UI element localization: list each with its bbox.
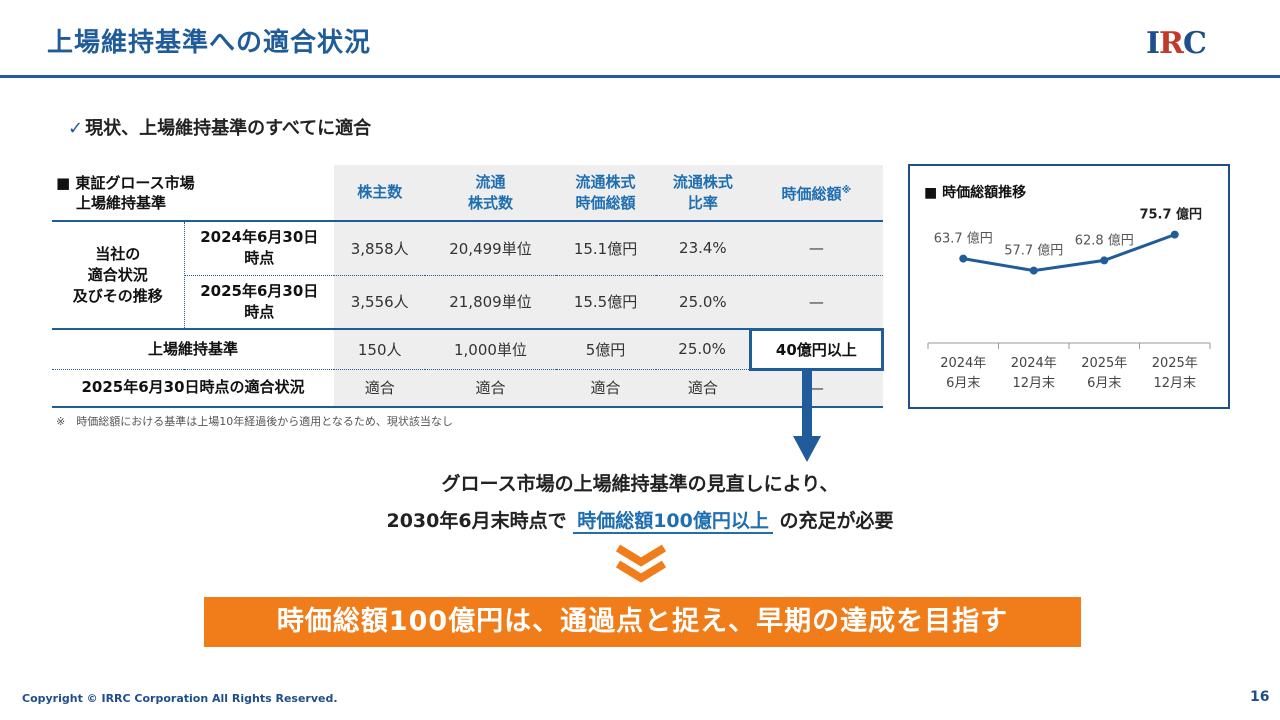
chart-title: ■ 時価総額推移 bbox=[924, 185, 1027, 201]
category-label: 2025年 bbox=[1152, 356, 1198, 371]
table-header-row: ■ 東証グロース市場 上場維持基準 株主数 流通 株式数 流通株式 時価総額 流通株… bbox=[52, 165, 883, 221]
row-label-compliance: 2025年6月30日時点の適合状況 bbox=[52, 368, 334, 408]
table-row-criteria: 上場維持基準 150人 1,000単位 5億円 25.0% 40億円以上 bbox=[52, 327, 885, 371]
category-label: 6月末 bbox=[946, 376, 980, 391]
table-row: 2025年6月30日 時点 3,556人 21,809単位 15.5億円 25.0… bbox=[52, 274, 883, 329]
table-footnote: ※ 時価総額における基準は上場10年経過後から適用となるため、現状該当なし bbox=[56, 415, 453, 428]
col-header-tradable-market-cap: 流通株式 時価総額 bbox=[555, 165, 656, 221]
cell-value: — bbox=[750, 368, 883, 408]
logo-letter-c: C bbox=[1182, 26, 1207, 61]
copyright: Copyright © IRRC Corporation All Rights … bbox=[22, 692, 338, 705]
cell-value: 15.1億円 bbox=[555, 220, 656, 275]
cell-value: 21,809単位 bbox=[425, 274, 556, 329]
cell-value: — bbox=[750, 220, 883, 275]
title-divider bbox=[0, 75, 1280, 78]
category-label: 2024年 bbox=[940, 356, 986, 371]
page-title: 上場維持基準への適合状況 bbox=[47, 28, 372, 58]
group-label: 当社の 適合状況 及びその推移 bbox=[52, 220, 185, 329]
cell-value: 適合 bbox=[655, 368, 751, 408]
cell-value: 150人 bbox=[334, 328, 426, 369]
cell-value: 適合 bbox=[555, 368, 656, 408]
series-line bbox=[962, 233, 1176, 273]
highlight-cell-market-cap-criteria: 40億円以上 bbox=[748, 327, 885, 371]
down-arrow-head-icon bbox=[793, 436, 821, 462]
cell-value: 1,000単位 bbox=[425, 328, 556, 369]
data-point bbox=[1029, 266, 1038, 275]
cell-value: 3,858人 bbox=[334, 220, 426, 275]
category-label: 6月末 bbox=[1087, 376, 1121, 391]
logo-letter-r: R bbox=[1159, 26, 1184, 61]
data-label: 62.8 億円 bbox=[1075, 232, 1134, 248]
cell-value: 23.4% bbox=[655, 220, 751, 275]
data-label: 63.7 億円 bbox=[934, 231, 993, 247]
market-cap-chart: ■ 時価総額推移 63.7 億円 57.7 億円 62.8 億円 75.7 億円 202… bbox=[908, 164, 1230, 409]
col-header-shareholders: 株主数 bbox=[334, 165, 426, 221]
company-logo: IRC bbox=[1146, 26, 1207, 61]
status-line: ✓ 現状、上場維持基準のすべてに適合 bbox=[68, 114, 371, 140]
double-chevron-down-icon bbox=[615, 544, 667, 583]
data-point bbox=[1100, 256, 1109, 265]
cell-value: 15.5億円 bbox=[555, 274, 656, 329]
cell-value: — bbox=[750, 274, 883, 329]
table-row: 当社の 適合状況 及びその推移 2024年6月30日 時点 3,858人 20,499… bbox=[52, 220, 883, 329]
category-label: 2025年 bbox=[1081, 356, 1127, 371]
down-arrow-icon bbox=[802, 371, 812, 437]
criteria-table: ■ 東証グロース市場 上場維持基準 株主数 流通 株式数 流通株式 時価総額 流通株… bbox=[52, 165, 885, 408]
cell-value: 適合 bbox=[334, 368, 426, 408]
cell-value: 5億円 bbox=[555, 328, 656, 369]
category-label: 2024年 bbox=[1011, 356, 1057, 371]
target-highlight: 時価総額100億円以上 bbox=[573, 510, 773, 534]
data-point bbox=[1170, 230, 1179, 239]
category-label: 12月末 bbox=[1012, 376, 1055, 391]
cell-value: 3,556人 bbox=[334, 274, 426, 329]
logo-letter-i: I bbox=[1146, 26, 1160, 61]
status-text: 現状、上場維持基準のすべてに適合 bbox=[85, 118, 372, 139]
col-header-tradable-shares: 流通 株式数 bbox=[425, 165, 556, 221]
row-label-2025: 2025年6月30日 時点 bbox=[184, 274, 334, 329]
cell-value: 適合 bbox=[425, 368, 556, 408]
col-header-tradable-ratio: 流通株式 比率 bbox=[655, 165, 751, 221]
check-icon: ✓ bbox=[68, 118, 84, 139]
table-row-compliance: 2025年6月30日時点の適合状況 適合 適合 適合 適合 — bbox=[52, 368, 883, 408]
table-corner-label: ■ 東証グロース市場 上場維持基準 bbox=[52, 165, 334, 221]
data-label: 57.7 億円 bbox=[1004, 243, 1063, 259]
data-label: 75.7 億円 bbox=[1139, 207, 1202, 223]
cell-value: 25.0% bbox=[655, 328, 751, 369]
row-label-criteria: 上場維持基準 bbox=[52, 328, 334, 369]
col-header-market-cap: 時価総額※ bbox=[750, 165, 883, 221]
chart-plot: 63.7 億円 57.7 億円 62.8 億円 75.7 億円 2024年 6月末 2024… bbox=[927, 207, 1211, 391]
category-label: 12月末 bbox=[1153, 376, 1196, 391]
page-number: 16 bbox=[1250, 689, 1270, 705]
cell-value: 25.0% bbox=[655, 274, 751, 329]
row-label-2024: 2024年6月30日 時点 bbox=[184, 220, 334, 275]
message-line-2: 2030年6月末時点で 時価総額100億円以上 の充足が必要 bbox=[386, 510, 894, 534]
cell-value: 20,499単位 bbox=[425, 220, 556, 275]
goal-banner: 時価総額100億円は、通過点と捉え、早期の達成を目指す bbox=[204, 597, 1081, 647]
data-point bbox=[959, 254, 968, 263]
message-line-1: グロース市場の上場維持基準の見直しにより、 bbox=[441, 473, 839, 495]
